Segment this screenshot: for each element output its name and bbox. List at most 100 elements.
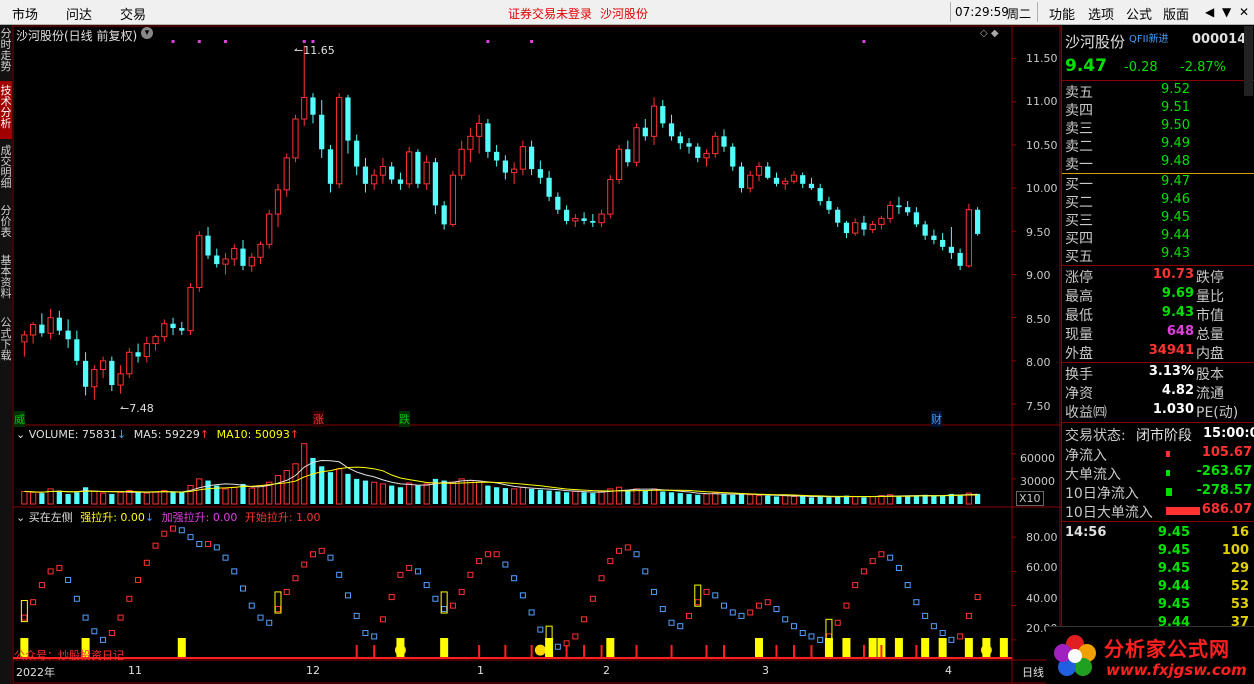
bid-row[interactable]: 买二 9.46 (1062, 192, 1254, 211)
indicator-point (143, 559, 150, 566)
candle-body (975, 209, 981, 234)
y-tick: 10.50 (1026, 139, 1058, 152)
volume-bar (222, 488, 229, 505)
indicator-point (939, 630, 946, 637)
indicator-point (274, 606, 281, 613)
indicator-point (878, 551, 885, 558)
y-tick: 8.50 (1026, 313, 1051, 326)
x-tick: 2022年 (16, 666, 55, 679)
indicator-point (371, 633, 378, 640)
kline-chart-area[interactable] (12, 25, 1061, 684)
candle-body (362, 166, 369, 184)
menu-trade[interactable]: 交易 (120, 8, 147, 23)
bid-row[interactable]: 买一 9.47 (1062, 174, 1254, 193)
indicator-point (624, 544, 631, 551)
volume-bar (765, 495, 771, 504)
ask-price: 9.50 (1161, 118, 1190, 133)
ask-row[interactable]: 卖一 9.48 (1062, 154, 1254, 173)
volume-unit: X10 (1016, 491, 1044, 506)
event-marker[interactable]: 财 (931, 411, 942, 427)
logo-url: www.fxjgsw.com (1106, 661, 1247, 679)
indicator-point (554, 643, 561, 650)
tab-price-table[interactable]: 分价表 (0, 204, 12, 239)
indicator-point (904, 582, 911, 589)
volume-bar (354, 478, 360, 504)
menu-options[interactable]: 选项 (1088, 8, 1115, 23)
volume-bar (800, 496, 806, 504)
menu-layout[interactable]: 版面 (1163, 8, 1190, 23)
event-marker[interactable]: 跌 (399, 411, 410, 427)
high-price-label: ↼11.65 (294, 44, 335, 57)
tick-volume: 100 (1221, 543, 1249, 558)
chevron-down-icon[interactable]: ▾ (141, 27, 153, 39)
candle-body (948, 246, 955, 253)
signal-tick (565, 645, 568, 658)
event-marker[interactable]: 威 (14, 411, 25, 427)
signal-dot (486, 40, 490, 43)
bid-row[interactable]: 买五 9.43 (1062, 246, 1254, 265)
indicator-point (712, 592, 719, 599)
volume-bar (432, 478, 439, 504)
candle-body (712, 135, 719, 155)
volume-bar (467, 480, 474, 505)
menu-market[interactable]: 市场 (12, 8, 39, 23)
menu-function[interactable]: 功能 (1049, 8, 1076, 23)
scrollbar[interactable] (1244, 26, 1253, 96)
back-icon[interactable]: ◀ (1205, 5, 1215, 19)
bid-row[interactable]: 买三 9.45 (1062, 210, 1254, 229)
signal-tick (862, 645, 865, 658)
candle-body (494, 151, 500, 161)
volume-bar (730, 494, 736, 504)
bid-row[interactable]: 买四 9.44 (1062, 228, 1254, 247)
candle-body (677, 136, 683, 144)
ask-row[interactable]: 卖四 9.51 (1062, 100, 1254, 119)
candle-body (808, 183, 815, 189)
chevron-down-icon[interactable]: ⌄ (16, 428, 26, 441)
candle-body (485, 123, 491, 152)
signal-tick (775, 645, 778, 658)
indicator-point (790, 623, 797, 630)
signal-bar (545, 638, 554, 658)
volume-bar (336, 468, 343, 505)
login-notice[interactable]: 证券交易未登录 (508, 7, 593, 21)
chevron-down-icon[interactable]: ⌄ (16, 511, 26, 524)
tab-technical[interactable]: 技术分析 (0, 81, 12, 139)
candle-body (222, 258, 229, 265)
candle-body (940, 239, 946, 247)
stat-value: 10.73 (1152, 267, 1194, 282)
menu-wenda[interactable]: 问达 (66, 8, 93, 23)
bid-price: 9.47 (1161, 174, 1190, 189)
top-stock-name: 沙河股份 (600, 7, 649, 21)
candle-body (782, 180, 789, 185)
candle-body (572, 217, 579, 222)
volume-bar (948, 493, 955, 504)
diamond-icon[interactable]: ◇ ◆ (980, 28, 999, 39)
tab-intraday[interactable]: 分时走势 (0, 27, 12, 73)
tab-trade-detail[interactable]: 成交明细 (0, 144, 12, 190)
tick-price: 9.45 (1157, 525, 1190, 540)
stat-label: 内盘 (1196, 346, 1224, 362)
indicator-point (843, 602, 850, 609)
indicator-point (47, 568, 54, 575)
menu-formula[interactable]: 公式 (1126, 8, 1153, 23)
volume-bar (615, 486, 623, 505)
quote-panel: 沙河股份 QFII新进 000014 9.47 -0.28 -2.87% 卖五 9… (1061, 25, 1254, 684)
volume-bar (782, 495, 789, 505)
volume-label: VOLUME: 75831 (28, 428, 117, 441)
volume-bar (371, 481, 378, 505)
period-label[interactable]: 日线 (1022, 666, 1044, 679)
tab-formula-download[interactable]: 公式下载 (0, 316, 12, 362)
tab-fundamentals[interactable]: 基本资料 (0, 254, 12, 300)
candle-body (231, 248, 238, 260)
minimize-icon[interactable]: ▼ (1222, 5, 1232, 19)
indicator-point (808, 633, 815, 640)
ask-row[interactable]: 卖三 9.50 (1062, 118, 1254, 137)
volume-bar (485, 485, 491, 504)
event-marker[interactable]: 涨 (313, 411, 324, 427)
quote-tag: QFII新进 (1129, 34, 1169, 45)
volume-bar (161, 490, 168, 505)
volume-bar (415, 485, 421, 504)
ask-row[interactable]: 卖五 9.52 (1062, 82, 1254, 101)
close-icon[interactable]: ✕ (1239, 5, 1250, 19)
ask-row[interactable]: 卖二 9.49 (1062, 136, 1254, 155)
